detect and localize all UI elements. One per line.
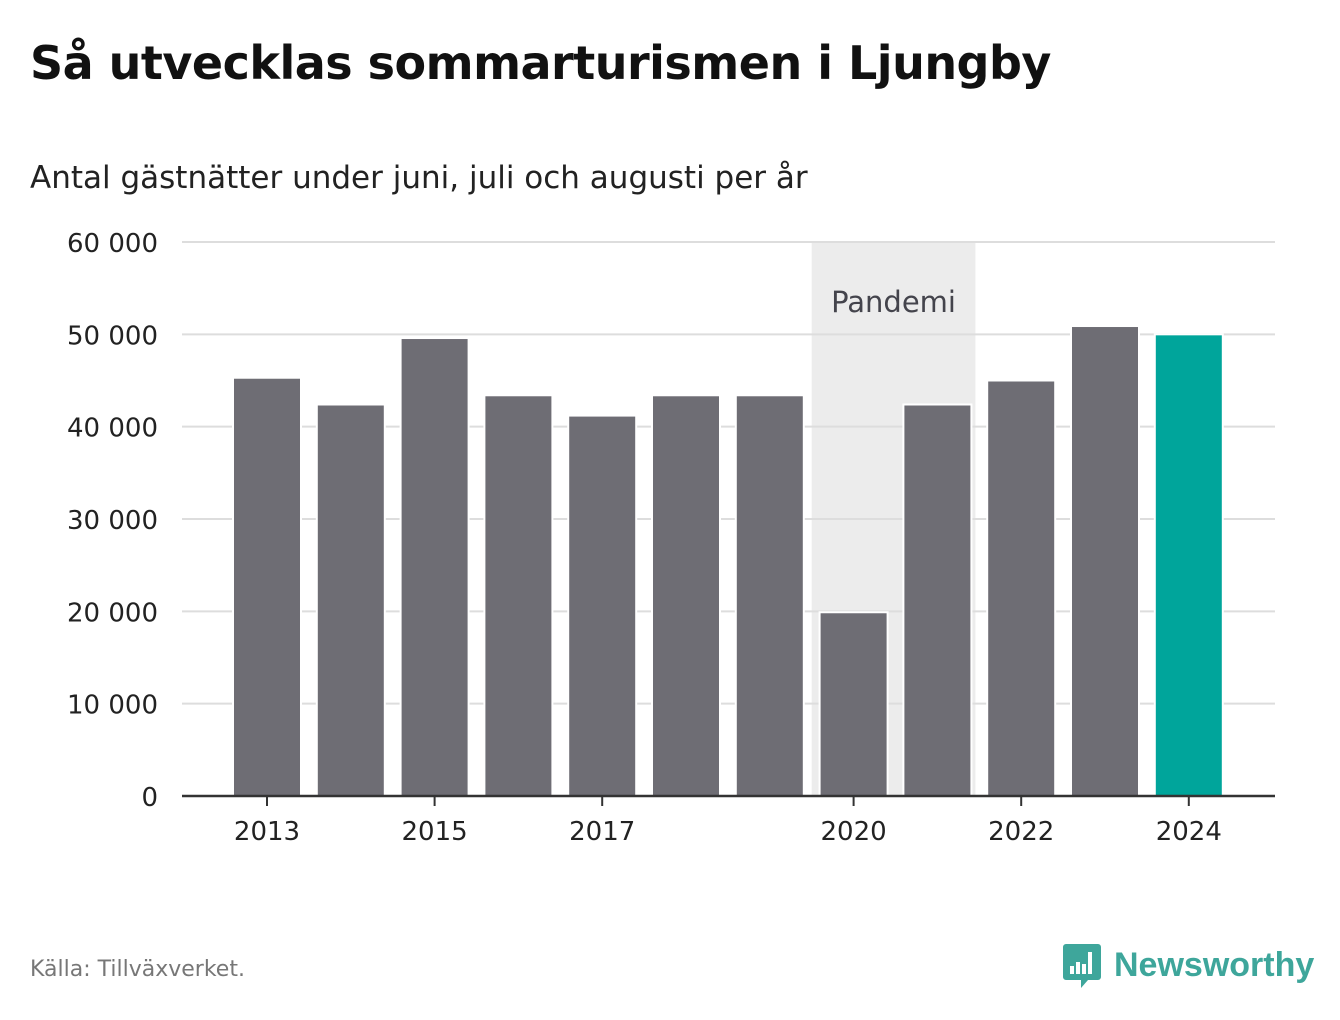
bar-2022 bbox=[986, 379, 1057, 797]
x-tick-label: 2022 bbox=[988, 817, 1054, 847]
bar-2015 bbox=[399, 337, 470, 797]
bar-chart-speech-bubble-icon bbox=[1063, 944, 1101, 988]
chart-title: Så utvecklas sommarturismen i Ljungby bbox=[30, 36, 1051, 90]
x-tick-label: 2024 bbox=[1156, 817, 1222, 847]
x-tick-label: 2013 bbox=[234, 817, 300, 847]
bar-2020 bbox=[818, 611, 889, 797]
brand-logo: Newsworthy bbox=[1062, 940, 1314, 990]
source-note: Källa: Tillväxverket. bbox=[30, 957, 245, 982]
annotation-label: Pandemi bbox=[831, 285, 956, 319]
bar-2018 bbox=[651, 394, 721, 797]
bar-2016 bbox=[483, 394, 554, 797]
bar-2024 bbox=[1153, 333, 1224, 797]
chart-subtitle: Antal gästnätter under juni, juli och au… bbox=[30, 160, 808, 196]
bar-2023 bbox=[1070, 325, 1140, 797]
x-tick-label: 2017 bbox=[569, 817, 635, 847]
y-tick-label: 0 bbox=[141, 783, 158, 813]
y-tick-label: 30 000 bbox=[67, 506, 158, 536]
bar-2013 bbox=[232, 376, 302, 797]
y-tick-label: 60 000 bbox=[67, 229, 158, 259]
x-tick-label: 2015 bbox=[402, 817, 468, 847]
y-tick-label: 50 000 bbox=[67, 321, 158, 351]
bar-2021 bbox=[902, 403, 973, 797]
bar-2017 bbox=[567, 414, 638, 797]
bar-chart: Pandemi 0 10 000 20 000 30 000 40 000 50 000 60… bbox=[67, 229, 1275, 847]
bar-2014 bbox=[315, 403, 386, 797]
y-tick-label: 20 000 bbox=[67, 598, 158, 628]
y-tick-label: 10 000 bbox=[67, 691, 158, 721]
brand-name: Newsworthy bbox=[1114, 945, 1315, 984]
x-tick-label: 2020 bbox=[821, 817, 887, 847]
bar-2019 bbox=[734, 394, 805, 797]
y-tick-label: 40 000 bbox=[67, 414, 158, 444]
